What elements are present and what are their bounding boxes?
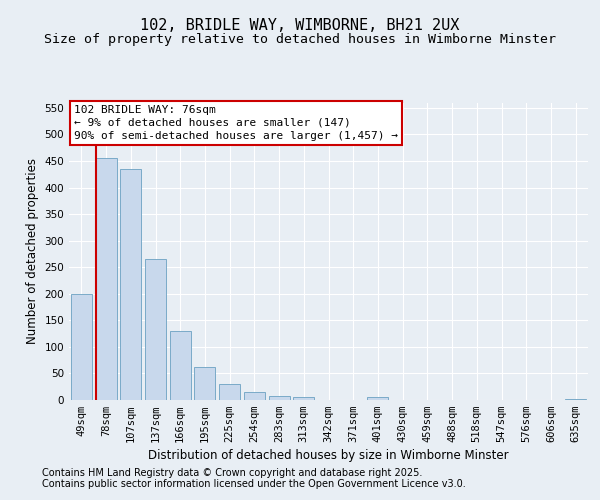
- Bar: [71, 294, 92, 400]
- Bar: [367, 398, 388, 400]
- Bar: [219, 384, 240, 400]
- Bar: [269, 396, 290, 400]
- Text: 102 BRIDLE WAY: 76sqm
← 9% of detached houses are smaller (147)
90% of semi-deta: 102 BRIDLE WAY: 76sqm ← 9% of detached h…: [74, 104, 398, 141]
- Text: Contains public sector information licensed under the Open Government Licence v3: Contains public sector information licen…: [42, 479, 466, 489]
- Bar: [120, 169, 141, 400]
- Bar: [145, 259, 166, 400]
- Bar: [194, 367, 215, 400]
- Y-axis label: Number of detached properties: Number of detached properties: [26, 158, 39, 344]
- Bar: [293, 398, 314, 400]
- Bar: [244, 392, 265, 400]
- Bar: [95, 158, 116, 400]
- Bar: [170, 331, 191, 400]
- Text: 102, BRIDLE WAY, WIMBORNE, BH21 2UX: 102, BRIDLE WAY, WIMBORNE, BH21 2UX: [140, 18, 460, 32]
- Text: Size of property relative to detached houses in Wimborne Minster: Size of property relative to detached ho…: [44, 32, 556, 46]
- X-axis label: Distribution of detached houses by size in Wimborne Minster: Distribution of detached houses by size …: [148, 450, 509, 462]
- Text: Contains HM Land Registry data © Crown copyright and database right 2025.: Contains HM Land Registry data © Crown c…: [42, 468, 422, 477]
